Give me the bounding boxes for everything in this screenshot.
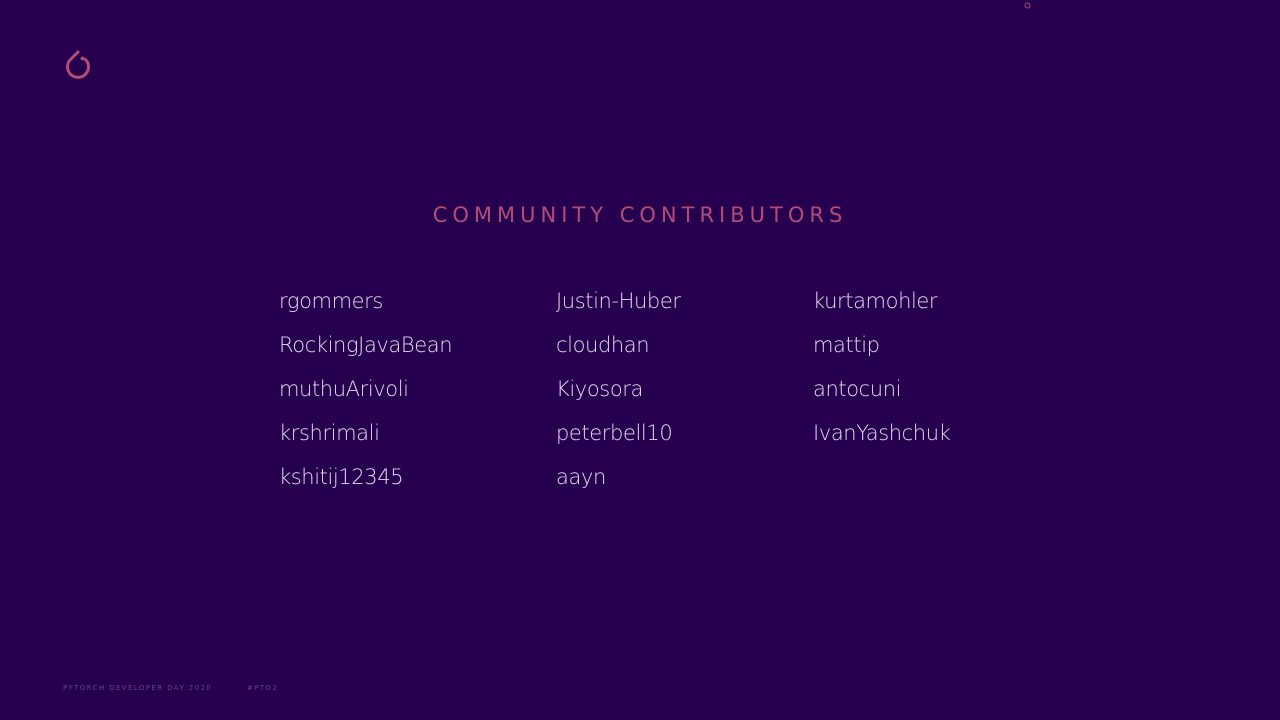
contributor-name: cloudhan [556,333,650,357]
contributors-column-2: Justin-Huber cloudhan Kiyosora peterbell… [556,284,681,504]
contributor-name: IvanYashchuk [813,421,951,445]
contributor-name: RockingJavaBean [279,333,453,357]
contributor-name: kshitij12345 [279,465,404,489]
contributor-name: Kiyosora [556,377,643,401]
contributors-column-3: kurtamohler mattip antocuni IvanYashchuk [813,284,951,460]
footer-hashtag: #PTD2 [247,684,279,692]
contributors-column-1: rgommers RockingJavaBean muthuArivoli kr… [279,284,453,504]
contributor-name: peterbell10 [556,421,673,445]
slide-title: COMMUNITY CONTRIBUTORS [432,203,848,227]
pytorch-logo-icon [66,50,90,79]
contributor-name: kurtamohler [813,289,938,313]
contributor-name: antocuni [813,377,902,401]
contributor-name: muthuArivoli [279,377,409,401]
contributor-name: krshrimali [279,421,380,445]
contributor-name: mattip [813,333,880,357]
contributor-name: aayn [556,465,606,489]
footer-event-name: PYTORCH DEVELOPER DAY 2020 [63,684,213,692]
contributor-name: Justin-Huber [556,289,681,313]
contributor-name: rgommers [279,289,383,313]
circle-outline-icon [1024,2,1031,9]
